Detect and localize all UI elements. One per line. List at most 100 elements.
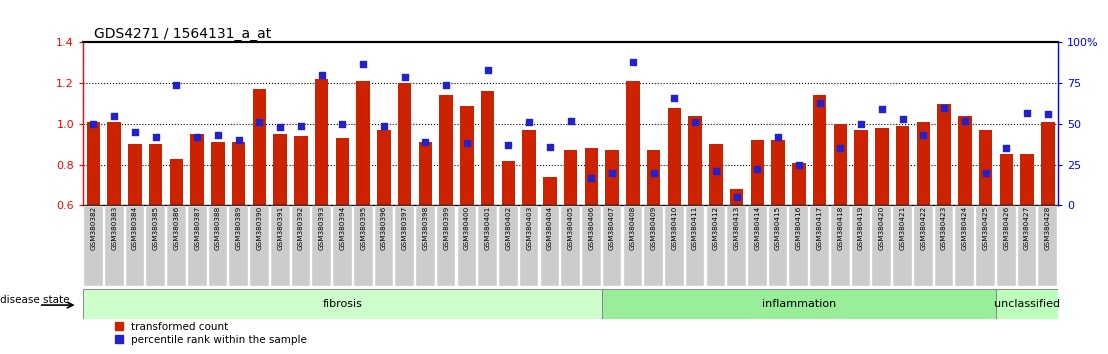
Point [438,82,455,88]
Bar [440,96,453,205]
Text: GSM380382: GSM380382 [91,206,96,250]
FancyBboxPatch shape [872,206,891,286]
Bar [585,148,598,205]
Text: GSM380414: GSM380414 [755,206,760,250]
Point [790,162,808,167]
Text: GSM380409: GSM380409 [650,206,657,250]
Text: GSM380419: GSM380419 [858,206,864,250]
Text: GSM380415: GSM380415 [776,206,781,250]
Bar [253,89,266,205]
Text: GSM380413: GSM380413 [733,206,739,250]
Bar [274,134,287,205]
Bar [978,130,993,205]
Point [500,142,517,148]
Bar [771,140,784,205]
FancyBboxPatch shape [353,206,372,286]
FancyBboxPatch shape [935,206,953,286]
FancyBboxPatch shape [83,289,602,319]
Text: GSM380406: GSM380406 [588,206,594,250]
Bar [129,144,142,205]
FancyBboxPatch shape [602,289,996,319]
Bar [750,140,765,205]
Bar [295,136,308,205]
Bar [833,124,847,205]
Text: GSM380395: GSM380395 [360,206,366,250]
FancyBboxPatch shape [520,206,538,286]
Point [956,118,974,124]
Text: GSM380416: GSM380416 [796,206,802,250]
FancyBboxPatch shape [562,206,579,286]
Bar [688,116,701,205]
FancyBboxPatch shape [603,206,622,286]
Bar [481,91,494,205]
Point [479,67,496,73]
Text: GSM380397: GSM380397 [402,206,408,250]
Point [229,137,247,143]
Text: GSM380426: GSM380426 [1003,206,1009,250]
FancyBboxPatch shape [852,206,871,286]
Bar [937,103,951,205]
Bar [148,144,163,205]
FancyBboxPatch shape [790,206,808,286]
Text: GSM380428: GSM380428 [1045,206,1050,250]
FancyBboxPatch shape [458,206,476,286]
FancyBboxPatch shape [831,206,850,286]
Bar [377,130,391,205]
Bar [336,138,349,205]
Text: GSM380418: GSM380418 [838,206,843,250]
FancyBboxPatch shape [893,206,912,286]
Point [666,95,684,101]
Text: GSM380422: GSM380422 [921,206,926,250]
FancyBboxPatch shape [167,206,186,286]
Bar [813,96,827,205]
Point [997,145,1015,151]
Text: GSM380427: GSM380427 [1024,206,1030,250]
Bar [958,116,972,205]
Text: GSM380410: GSM380410 [671,206,677,250]
Point [250,119,268,125]
Text: GSM380412: GSM380412 [712,206,719,250]
FancyBboxPatch shape [125,206,144,286]
Point [935,105,953,110]
Bar [543,177,556,205]
Point [583,175,601,181]
Text: GSM380404: GSM380404 [547,206,553,250]
Text: GSM380392: GSM380392 [298,206,304,250]
Bar [709,144,722,205]
Text: GSM380402: GSM380402 [505,206,512,250]
Point [458,141,475,146]
Text: GSM380420: GSM380420 [879,206,885,250]
FancyBboxPatch shape [499,206,517,286]
Text: inflammation: inflammation [761,298,835,309]
FancyBboxPatch shape [624,206,643,286]
Text: GSM380400: GSM380400 [464,206,470,250]
FancyBboxPatch shape [810,206,829,286]
Point [831,145,849,151]
Point [749,167,767,172]
Point [811,100,829,105]
Text: disease state: disease state [0,295,70,305]
FancyBboxPatch shape [976,206,995,286]
Bar [86,122,100,205]
Point [355,61,372,67]
Point [769,134,787,140]
Text: GSM380411: GSM380411 [692,206,698,250]
FancyBboxPatch shape [105,206,124,286]
FancyBboxPatch shape [748,206,767,286]
Point [707,168,725,174]
Text: GSM380391: GSM380391 [277,206,284,250]
FancyBboxPatch shape [686,206,705,286]
Bar [460,105,473,205]
Bar [668,108,681,205]
FancyBboxPatch shape [582,206,601,286]
Text: fibrosis: fibrosis [322,298,362,309]
FancyBboxPatch shape [312,206,331,286]
FancyBboxPatch shape [707,206,725,286]
FancyBboxPatch shape [665,206,684,286]
FancyBboxPatch shape [334,206,351,286]
Bar [875,128,889,205]
FancyBboxPatch shape [914,206,933,286]
Point [375,123,392,129]
Bar [730,189,743,205]
Point [417,139,434,145]
